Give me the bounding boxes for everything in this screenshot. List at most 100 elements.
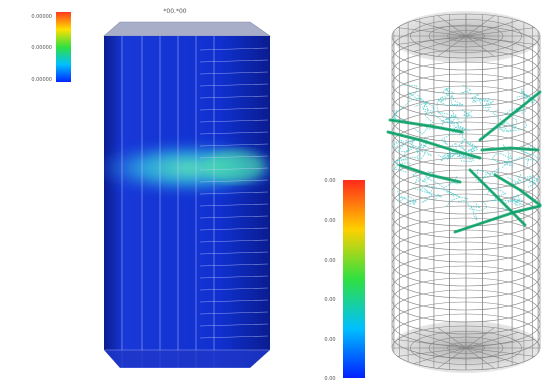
tank-bottom-cap <box>104 349 270 368</box>
streamline-wisp <box>414 142 429 161</box>
mesh-cap-ring <box>447 30 485 42</box>
right-colorbar: 0.00 0.00 0.00 0.00 0.00 0.00 <box>324 178 365 382</box>
streamline-wisp <box>417 97 445 123</box>
streamline-wisp <box>461 109 474 122</box>
streamline-wisp <box>476 167 500 175</box>
tank-horizontal-gridline <box>199 83 269 87</box>
streamline-wisp <box>516 96 536 113</box>
streamline-wisp <box>515 87 530 98</box>
streamline-wisp <box>440 87 451 103</box>
streamline-wisp <box>393 141 401 151</box>
tank-top-cap <box>103 21 271 37</box>
streamline-wisp <box>507 120 527 133</box>
tank-horizontal-gridline <box>199 239 269 243</box>
streamline-wisp <box>402 84 418 100</box>
streamline-wisp <box>475 171 492 186</box>
streamline-wisp <box>400 139 415 146</box>
right-colorbar-tick: 0.00 <box>324 218 335 224</box>
left-colorbar-tick: 0.00000 <box>31 14 52 20</box>
tank-horizontal-gridline <box>199 95 269 99</box>
streamline-wisp <box>413 123 444 135</box>
velocity-hotspot <box>205 150 265 182</box>
streamline-wisp <box>436 96 455 123</box>
streamline-jet-core <box>454 205 541 233</box>
tank-body <box>104 36 270 368</box>
tank-horizontal-gridline <box>199 311 269 315</box>
streamline-jet-core <box>387 131 481 159</box>
tank-horizontal-gridline <box>199 47 269 51</box>
tank-horizontal-gridline <box>199 59 269 63</box>
mesh-cap-ring <box>447 342 485 354</box>
wireframe-tank <box>386 11 542 373</box>
streamline-wisp <box>526 153 539 166</box>
streamline-jet-core <box>389 119 463 133</box>
streamline-wisp <box>406 195 418 207</box>
streamline-wisp <box>414 102 434 128</box>
streamline-wisp <box>460 84 481 103</box>
mesh-cap-ring <box>428 336 504 360</box>
tank-horizontal-gridline <box>199 227 269 231</box>
streamline-wisp <box>448 150 475 163</box>
tank-horizontal-gridline <box>199 335 269 339</box>
streamline-wisp <box>393 159 412 169</box>
streamline-wisp <box>501 156 531 169</box>
top-value-label: *00.*00 <box>163 8 186 15</box>
tank-horizontal-gridline <box>199 299 269 303</box>
tank-horizontal-gridline <box>199 287 269 291</box>
streamline-jet-core <box>399 164 461 183</box>
streamline-wisp <box>486 187 507 202</box>
wireframe-mesh <box>391 13 541 371</box>
tank-horizontal-gridline <box>199 155 269 159</box>
tank-horizontal-gridline <box>199 203 269 207</box>
left-colorbar-tick: 0.00000 <box>31 45 52 51</box>
streamline-wisp <box>518 174 537 185</box>
streamline-wisp <box>492 109 518 128</box>
tank-horizontal-gridline <box>199 143 269 147</box>
left-panel: *00.*00 0.00000 0.00000 0.00000 <box>31 8 271 368</box>
streamline-wisp <box>458 199 478 221</box>
streamline-wisp <box>436 95 464 107</box>
streamline-wisp <box>456 138 468 158</box>
tank-horizontal-gridline <box>199 167 269 171</box>
streamline-jet-core <box>494 174 541 206</box>
streamline-wisp <box>496 122 509 133</box>
streamline-wisp <box>440 122 460 146</box>
streamline-wisp <box>397 149 427 161</box>
streamline-wisp <box>397 141 415 153</box>
tank-horizontal-gridline <box>199 251 269 255</box>
streamline-wisp <box>427 176 459 189</box>
streamline-wisp <box>397 189 407 204</box>
streamline-wisp <box>420 185 468 200</box>
tank-horizontal-gridline <box>199 263 269 267</box>
tank-horizontal-gridline <box>199 131 269 135</box>
left-colorbar: 0.00000 0.00000 0.00000 <box>31 12 71 83</box>
tank-horizontal-gridline <box>199 119 269 123</box>
streamline-wisp <box>522 92 537 104</box>
right-colorbar-tick: 0.00 <box>324 337 335 343</box>
tank-horizontal-gridline <box>199 107 269 111</box>
tank-horizontal-gridline <box>199 275 269 279</box>
streamline-jet-core <box>469 169 526 226</box>
mesh-cap-ring <box>428 24 504 48</box>
streamline-wisp <box>472 99 492 113</box>
streamline-wisp <box>438 112 456 124</box>
mesh-cap-ring <box>410 19 522 53</box>
contour-tank <box>103 21 271 368</box>
tank-horizontal-gridline <box>199 179 269 183</box>
streamline-wisp <box>446 189 462 207</box>
right-colorbar-tick: 0.00 <box>324 258 335 264</box>
streamline-wisp <box>510 195 523 205</box>
streamlines <box>386 84 542 234</box>
streamline-jet-core <box>479 91 541 141</box>
right-colorbar-tick: 0.00 <box>324 376 335 382</box>
left-colorbar-tick: 0.00000 <box>31 77 52 83</box>
streamline-wisp <box>527 177 540 188</box>
tank-horizontal-gridlines <box>199 47 269 339</box>
right-colorbar-gradient <box>343 180 365 378</box>
right-colorbar-tick: 0.00 <box>324 297 335 303</box>
streamline-wisp <box>491 152 512 164</box>
tank-horizontal-gridline <box>199 215 269 219</box>
streamline-wisp <box>519 145 534 155</box>
streamline-wisp <box>451 122 470 132</box>
